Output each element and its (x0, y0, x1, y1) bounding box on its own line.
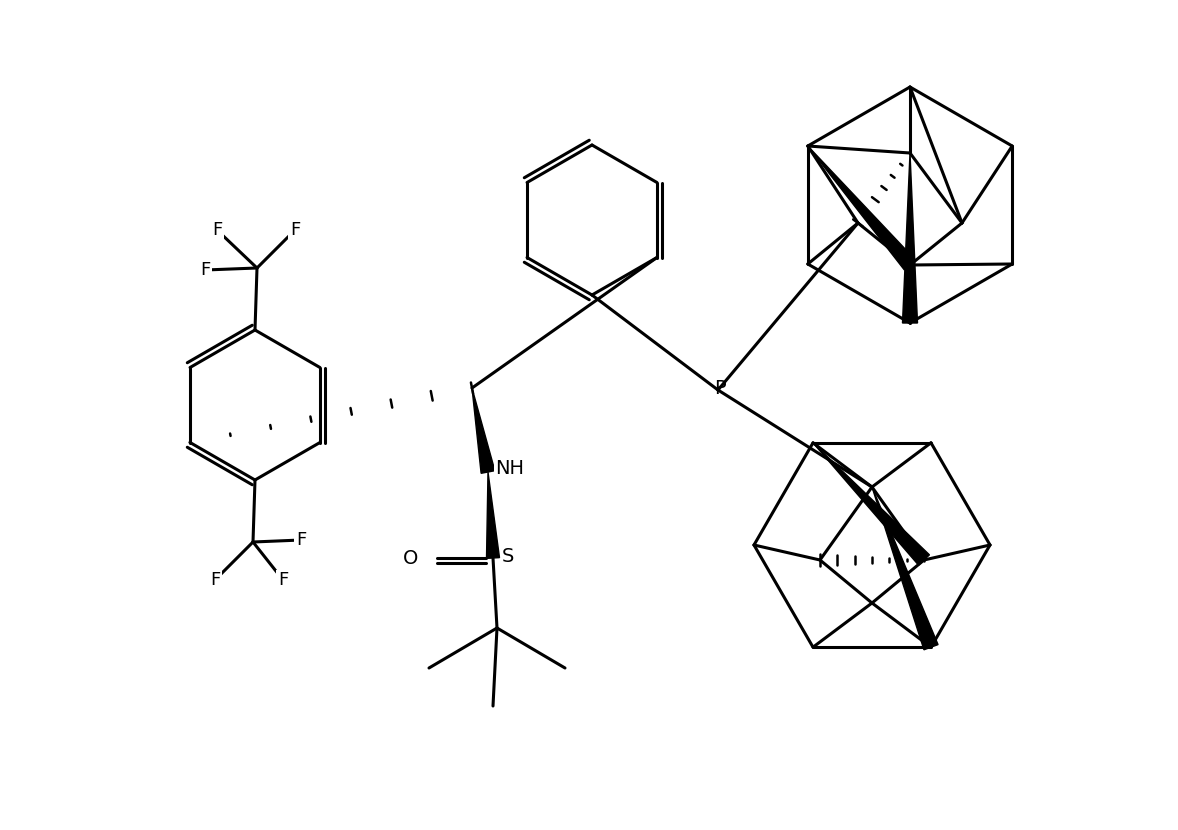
Text: F: F (212, 221, 223, 239)
Text: F: F (200, 261, 210, 279)
Text: F: F (210, 571, 220, 589)
Text: S: S (502, 546, 514, 565)
Polygon shape (808, 146, 915, 270)
Polygon shape (472, 388, 495, 473)
Text: P: P (714, 378, 726, 398)
Polygon shape (902, 153, 918, 323)
Text: O: O (403, 549, 418, 568)
Text: F: F (296, 531, 306, 549)
Text: NH: NH (496, 458, 524, 477)
Text: F: F (278, 571, 289, 589)
Text: F: F (290, 221, 300, 239)
Polygon shape (872, 487, 938, 650)
Polygon shape (487, 472, 499, 559)
Polygon shape (813, 443, 929, 565)
